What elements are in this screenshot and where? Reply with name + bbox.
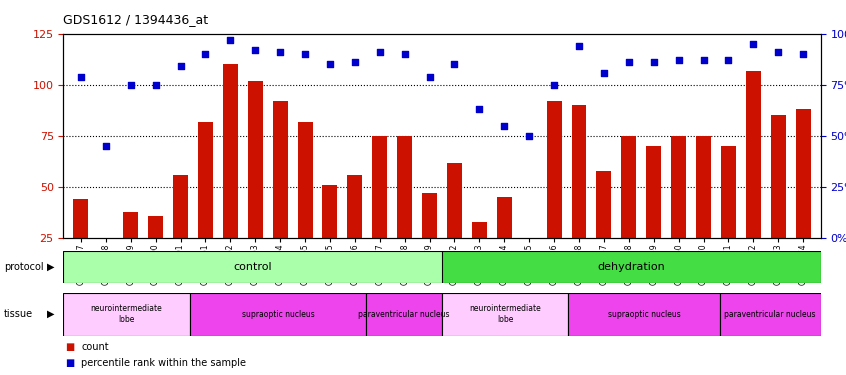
Bar — [366, 292, 442, 336]
Bar — [497, 197, 512, 289]
Bar — [398, 136, 412, 289]
Text: control: control — [233, 262, 272, 272]
Point — [747, 41, 761, 47]
Point — [173, 63, 187, 69]
Bar — [222, 64, 238, 289]
Bar — [721, 146, 736, 289]
Bar — [190, 292, 366, 336]
Point — [273, 49, 287, 55]
Text: GDS1612 / 1394436_at: GDS1612 / 1394436_at — [63, 13, 209, 26]
Point — [772, 49, 785, 55]
Bar — [646, 146, 662, 289]
Bar — [124, 211, 138, 289]
Point — [572, 43, 585, 49]
Text: ■: ■ — [66, 358, 79, 368]
Bar — [442, 251, 821, 283]
Text: count: count — [81, 342, 109, 352]
Bar — [248, 81, 263, 289]
Point — [323, 62, 337, 68]
Bar — [63, 251, 442, 283]
Bar — [547, 101, 562, 289]
Text: ■: ■ — [66, 342, 79, 352]
Text: ▶: ▶ — [47, 309, 54, 319]
Point — [249, 47, 262, 53]
Text: supraoptic nucleus: supraoptic nucleus — [242, 310, 315, 319]
Bar — [596, 171, 612, 289]
Bar — [720, 292, 821, 336]
Point — [299, 51, 312, 57]
Point — [497, 123, 511, 129]
Text: tissue: tissue — [4, 309, 33, 319]
Text: ▶: ▶ — [47, 262, 54, 272]
Bar — [696, 136, 711, 289]
Point — [722, 57, 735, 63]
Bar — [148, 216, 163, 289]
Point — [622, 59, 635, 65]
Bar — [63, 292, 190, 336]
Text: percentile rank within the sample: percentile rank within the sample — [81, 358, 246, 368]
Bar — [422, 193, 437, 289]
Bar — [796, 110, 810, 289]
Point — [473, 106, 486, 112]
Bar — [572, 105, 586, 289]
Point — [448, 62, 461, 68]
Point — [423, 74, 437, 80]
Point — [149, 82, 162, 88]
Point — [99, 143, 113, 149]
Point — [697, 57, 711, 63]
Bar — [771, 116, 786, 289]
Bar — [671, 136, 686, 289]
Bar — [272, 101, 288, 289]
Bar — [98, 238, 113, 289]
Point — [597, 70, 611, 76]
Bar — [198, 122, 213, 289]
Bar — [372, 136, 387, 289]
Bar — [442, 292, 569, 336]
Bar — [746, 70, 761, 289]
Text: protocol: protocol — [4, 262, 44, 272]
Bar — [322, 185, 338, 289]
Point — [223, 37, 237, 43]
Point — [398, 51, 411, 57]
Bar — [569, 292, 720, 336]
Bar — [298, 122, 312, 289]
Point — [647, 59, 661, 65]
Point — [373, 49, 387, 55]
Point — [523, 133, 536, 139]
Point — [348, 59, 361, 65]
Point — [124, 82, 137, 88]
Point — [672, 57, 685, 63]
Point — [199, 51, 212, 57]
Point — [796, 51, 810, 57]
Text: dehydration: dehydration — [597, 262, 665, 272]
Text: neurointermediate
lobe: neurointermediate lobe — [91, 304, 162, 324]
Text: neurointermediate
lobe: neurointermediate lobe — [470, 304, 541, 324]
Bar — [472, 222, 486, 289]
Text: paraventricular nucleus: paraventricular nucleus — [359, 310, 450, 319]
Bar — [447, 162, 462, 289]
Bar — [348, 175, 362, 289]
Bar — [74, 199, 88, 289]
Point — [74, 74, 88, 80]
Text: supraoptic nucleus: supraoptic nucleus — [607, 310, 680, 319]
Text: paraventricular nucleus: paraventricular nucleus — [724, 310, 816, 319]
Bar — [621, 136, 636, 289]
Bar — [522, 238, 536, 289]
Point — [547, 82, 561, 88]
Bar — [173, 175, 188, 289]
